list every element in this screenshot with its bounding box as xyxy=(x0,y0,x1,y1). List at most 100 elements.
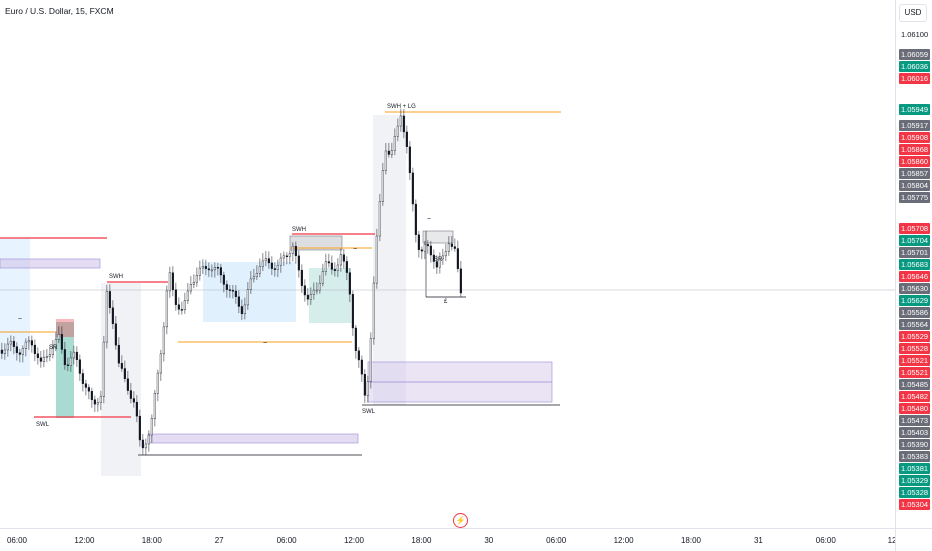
price-tag: 1.05868 xyxy=(899,144,930,156)
candle-body xyxy=(33,344,36,354)
candle-body xyxy=(363,374,366,396)
candle-body xyxy=(12,340,15,347)
price-tag: 1.05482 xyxy=(899,391,930,403)
lightning-icon[interactable]: ⚡ xyxy=(453,513,468,528)
candle-body xyxy=(159,353,162,374)
candle-body xyxy=(201,266,204,269)
candle-body xyxy=(60,334,63,350)
candle-body xyxy=(120,363,123,369)
candle-body xyxy=(39,357,42,362)
time-scale[interactable] xyxy=(0,528,895,551)
candle-body xyxy=(453,246,456,249)
candle-body xyxy=(54,339,57,349)
candle-body xyxy=(87,387,90,392)
candle-body xyxy=(258,266,261,274)
candle-body xyxy=(153,393,156,419)
candle-body xyxy=(438,258,441,268)
candle-body xyxy=(90,391,93,400)
price-tag: 1.05949 xyxy=(899,103,930,115)
candle-body xyxy=(354,327,357,351)
zone-gray-top xyxy=(289,235,343,251)
candle-body xyxy=(393,136,396,151)
candle-body xyxy=(282,255,285,259)
candle-body xyxy=(168,272,171,292)
time-scale-label: 06:00 xyxy=(546,536,567,545)
candle-body xyxy=(180,309,183,311)
candle-body xyxy=(18,352,21,355)
zone-gray-2 xyxy=(373,115,406,405)
time-scale-label: 18:00 xyxy=(680,536,702,545)
price-tag: 1.05529 xyxy=(899,331,930,343)
price-tag: 1.05908 xyxy=(899,131,930,143)
price-tag: 1.05521 xyxy=(899,355,930,367)
candle-body xyxy=(207,268,210,271)
candle-body xyxy=(165,290,168,328)
candle-body xyxy=(426,244,429,247)
candle-body xyxy=(390,150,393,155)
candle-body xyxy=(342,254,345,262)
candle-body xyxy=(102,341,105,397)
label-sr-2: SR xyxy=(434,257,443,263)
candle-body xyxy=(21,348,24,355)
chart-area[interactable]: Euro / U.S. Dollar, 15, FXCM SWH SWH xyxy=(0,0,895,528)
price-tag: 1.05708 xyxy=(899,223,930,235)
candle-body xyxy=(0,349,3,354)
candle-body xyxy=(129,390,132,399)
time-scale-label: 18:00 xyxy=(141,536,162,545)
candle-body xyxy=(186,290,189,301)
position-red xyxy=(56,319,74,337)
candle-body xyxy=(255,273,258,278)
candle-body xyxy=(114,323,117,346)
candle-body xyxy=(57,334,60,340)
label-swh-2: SWH xyxy=(292,227,306,233)
candle-body xyxy=(381,170,384,202)
price-tag: 1.05328 xyxy=(899,487,930,499)
candle-body xyxy=(378,201,381,237)
candle-body xyxy=(216,267,219,269)
candle-body xyxy=(459,268,462,294)
candle-body xyxy=(174,289,177,305)
candle-body xyxy=(123,368,126,379)
candle-body xyxy=(402,115,405,133)
candle-body xyxy=(456,248,459,270)
price-chart[interactable]: SWH SWH SWH + LG SWL SWL SR SR £ ~ ~ ~ ~ xyxy=(0,0,895,528)
price-tag: 1.06036 xyxy=(899,61,930,73)
price-tag: 1.05403 xyxy=(899,427,930,439)
candle-body xyxy=(441,255,444,260)
candle-body xyxy=(366,381,369,396)
scale-corner[interactable] xyxy=(895,528,932,551)
time-scale-label: 12: xyxy=(887,536,899,545)
candle-body xyxy=(72,351,75,359)
candle-body xyxy=(294,245,297,257)
candle-body xyxy=(306,294,309,300)
candle-body xyxy=(63,349,66,366)
candle-body xyxy=(141,439,144,449)
time-scale-label: 30 xyxy=(484,536,494,545)
currency-button[interactable]: USD xyxy=(899,4,927,22)
candle-body xyxy=(126,378,129,391)
candle-body xyxy=(411,172,414,205)
candle-body xyxy=(189,284,192,292)
label-eq: £ xyxy=(444,299,448,305)
candle-body xyxy=(45,356,48,358)
candle-body xyxy=(24,341,27,349)
candle-body xyxy=(93,399,96,405)
candle-body xyxy=(330,262,333,270)
candle-body xyxy=(324,261,327,272)
price-tag: 1.05630 xyxy=(899,283,930,295)
label-swh-1: SWH xyxy=(109,274,123,280)
candle-body xyxy=(51,347,54,355)
candle-body xyxy=(291,245,294,254)
symbol-title: Euro / U.S. Dollar, 15, FXCM xyxy=(5,6,114,16)
candle-body xyxy=(417,234,420,250)
candle-body xyxy=(348,272,351,295)
time-scale-label: 12:00 xyxy=(613,536,634,545)
price-tag: 1.05704 xyxy=(899,235,930,247)
candle-body xyxy=(213,267,216,271)
candle-body xyxy=(6,343,9,351)
candle-body xyxy=(69,357,72,366)
candle-body xyxy=(132,398,135,403)
label-swh-lg: SWH + LG xyxy=(387,104,416,110)
candle-body xyxy=(384,150,387,171)
candle-body xyxy=(336,264,339,271)
